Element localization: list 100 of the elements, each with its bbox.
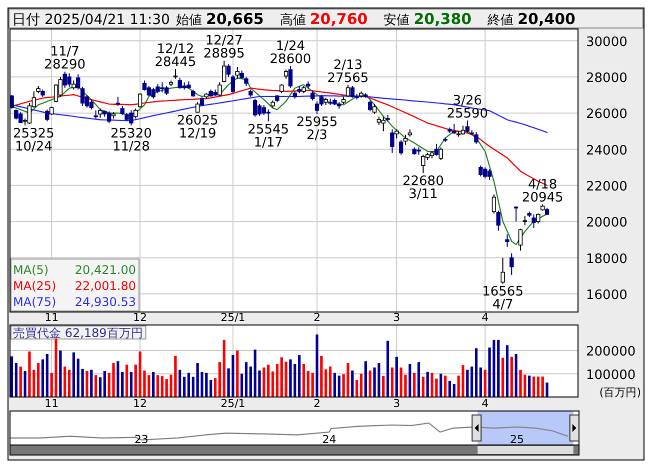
bar: [466, 370, 469, 397]
x-tick-label: 25/1: [220, 311, 246, 324]
bar: [422, 376, 424, 397]
candlestick: [438, 146, 443, 161]
x-tick-label: 3: [393, 311, 400, 324]
x-tick-label: 25: [510, 433, 524, 446]
candlestick: [518, 228, 523, 252]
bar: [276, 364, 278, 397]
annotation: 3/26 25590: [446, 94, 488, 122]
bar: [448, 380, 452, 397]
candlestick: [310, 90, 315, 101]
bar: [510, 356, 513, 397]
bar: [284, 362, 288, 397]
text: MA(5) 20,421.00: [13, 263, 136, 277]
candlestick: [262, 104, 266, 116]
bar: [72, 352, 75, 397]
bar: [28, 351, 31, 397]
bar: [182, 376, 186, 397]
annotation: 25325 10/24: [13, 126, 54, 154]
candlestick: [138, 92, 142, 108]
bar: [514, 354, 518, 397]
annotation: 25320 11/28: [110, 126, 152, 154]
candlestick: [346, 84, 350, 98]
candlestick: [532, 214, 536, 228]
x-tick-label: 23: [134, 433, 148, 446]
candlestick: [235, 66, 240, 80]
bar: [360, 374, 363, 397]
bar: [103, 370, 106, 397]
candlestick: [280, 84, 284, 94]
bar: [152, 372, 155, 397]
candlestick: [496, 210, 500, 232]
bar: [519, 370, 522, 397]
bar: [390, 368, 394, 397]
candlestick: [106, 110, 112, 124]
candlestick: [89, 99, 94, 110]
y-tick-label: 100000: [586, 368, 636, 383]
candlestick: [460, 125, 466, 136]
bar: [46, 354, 48, 397]
bar: [333, 372, 336, 397]
bar: [244, 362, 248, 397]
bar: [386, 340, 390, 397]
bar: [430, 372, 434, 397]
bar: [413, 372, 416, 397]
bar: [546, 382, 548, 397]
bar: [474, 348, 478, 397]
bar: [302, 364, 306, 397]
x-tick-label: 24: [322, 433, 336, 446]
text: 安値 20,380: [384, 10, 472, 28]
candlestick: [398, 140, 404, 156]
bar: [160, 376, 164, 397]
bar: [130, 372, 133, 397]
candlestick: [314, 100, 320, 114]
bar: [64, 366, 66, 397]
bar: [19, 366, 22, 397]
x-tick-label: 4: [482, 397, 489, 410]
candlestick: [80, 86, 85, 106]
bar: [444, 376, 447, 397]
bar: [24, 370, 26, 397]
candlestick: [505, 234, 510, 248]
bar: [90, 370, 93, 397]
bar: [134, 364, 137, 397]
y-tick-label: 22000: [586, 179, 628, 194]
bar: [470, 366, 474, 397]
candlestick: [536, 212, 540, 224]
candlestick: [72, 80, 76, 90]
candlestick: [230, 74, 236, 94]
candlestick: [58, 76, 63, 98]
bar: [214, 378, 217, 397]
y-tick-label: 30000: [586, 34, 628, 50]
candlestick: [226, 64, 231, 78]
candlestick: [510, 252, 514, 276]
bar: [382, 376, 385, 397]
x-tick-label: 25/1: [220, 397, 246, 410]
chart-title: 日付 2025/04/21 11:30: [12, 12, 170, 28]
bar: [324, 369, 328, 397]
y-tick-label: 16000: [586, 288, 628, 303]
bar: [440, 374, 442, 397]
bar: [54, 338, 58, 397]
candlestick: [421, 154, 426, 174]
x-tick-label: 12: [133, 397, 148, 410]
bar: [236, 350, 239, 397]
bar: [426, 372, 429, 397]
x-tick-label: 11: [44, 397, 59, 410]
bar: [289, 359, 292, 397]
candlestick: [222, 60, 226, 83]
annotation: 25955 2/3: [296, 114, 338, 143]
candlestick: [98, 108, 102, 118]
bar: [328, 366, 332, 397]
bar: [395, 356, 398, 397]
annotation: 12/12 28445: [154, 42, 196, 70]
bar: [86, 370, 88, 397]
x-tick-label: 11: [44, 311, 59, 324]
y-tick-label: 20000: [586, 216, 628, 231]
candlestick: [478, 165, 483, 177]
bar: [218, 362, 221, 397]
bar: [59, 350, 62, 397]
candlestick: [284, 69, 288, 80]
bar: [37, 363, 40, 397]
bar: [541, 376, 544, 397]
candlestick: [134, 108, 138, 120]
